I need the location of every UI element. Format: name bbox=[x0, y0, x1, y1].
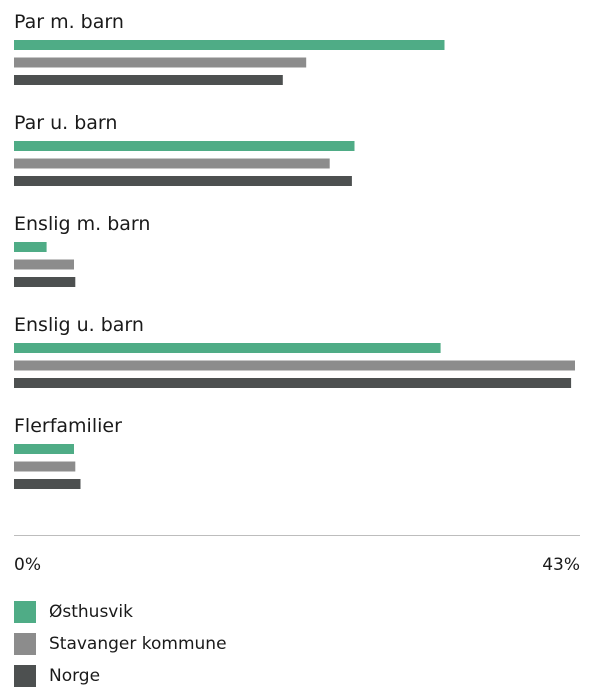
bar bbox=[14, 479, 81, 489]
bar bbox=[14, 75, 283, 85]
bar bbox=[14, 242, 47, 252]
bar bbox=[14, 461, 76, 472]
x-axis-line bbox=[14, 535, 580, 536]
category-label: Par u. barn bbox=[14, 112, 117, 134]
category-label: Enslig m. barn bbox=[14, 213, 150, 235]
legend-item-stavanger-kommune: Stavanger kommune bbox=[14, 633, 574, 655]
category-label: Par m. barn bbox=[14, 11, 124, 33]
bar bbox=[14, 40, 445, 50]
bar-chart: Par m. barn Par u. barn Enslig m. barn Ensl… bbox=[14, 11, 575, 489]
bar bbox=[14, 343, 441, 353]
legend-item-norge: Norge bbox=[14, 665, 574, 687]
category-label: Flerfamilier bbox=[14, 415, 122, 437]
legend-swatch bbox=[14, 665, 36, 687]
bar bbox=[14, 360, 575, 371]
chart-legend: Østhusvik Stavanger kommune Norge bbox=[14, 601, 574, 697]
bar bbox=[14, 378, 572, 388]
legend-label: Norge bbox=[49, 666, 101, 686]
legend-label: Stavanger kommune bbox=[49, 634, 227, 654]
bar bbox=[14, 158, 330, 169]
bar bbox=[14, 176, 352, 186]
bar bbox=[14, 277, 76, 287]
bar bbox=[14, 57, 307, 68]
category-label: Enslig u. barn bbox=[14, 314, 144, 336]
x-tick-label-min: 0% bbox=[14, 555, 41, 575]
x-tick-label-max: 43% bbox=[542, 555, 580, 575]
legend-swatch bbox=[14, 601, 36, 623]
legend-item-osthusvik: Østhusvik bbox=[14, 601, 574, 623]
legend-label: Østhusvik bbox=[49, 602, 133, 622]
bar bbox=[14, 444, 74, 454]
legend-swatch bbox=[14, 633, 36, 655]
bar bbox=[14, 259, 74, 270]
bar bbox=[14, 141, 355, 151]
